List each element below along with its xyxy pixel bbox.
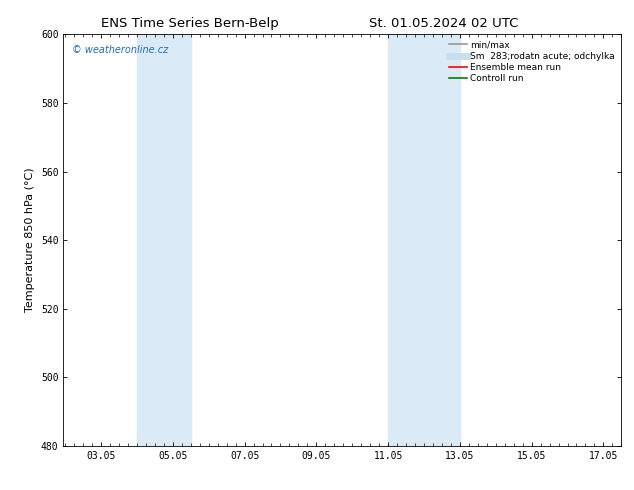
- Y-axis label: Temperature 850 hPa (°C): Temperature 850 hPa (°C): [25, 168, 36, 313]
- Text: © weatheronline.cz: © weatheronline.cz: [72, 45, 168, 54]
- Legend: min/max, Sm  283;rodatn acute; odchylka, Ensemble mean run, Controll run: min/max, Sm 283;rodatn acute; odchylka, …: [447, 39, 617, 85]
- Text: St. 01.05.2024 02 UTC: St. 01.05.2024 02 UTC: [369, 17, 519, 30]
- Bar: [137, 34, 191, 446]
- Bar: [388, 34, 460, 446]
- Text: ENS Time Series Bern-Belp: ENS Time Series Bern-Belp: [101, 17, 279, 30]
